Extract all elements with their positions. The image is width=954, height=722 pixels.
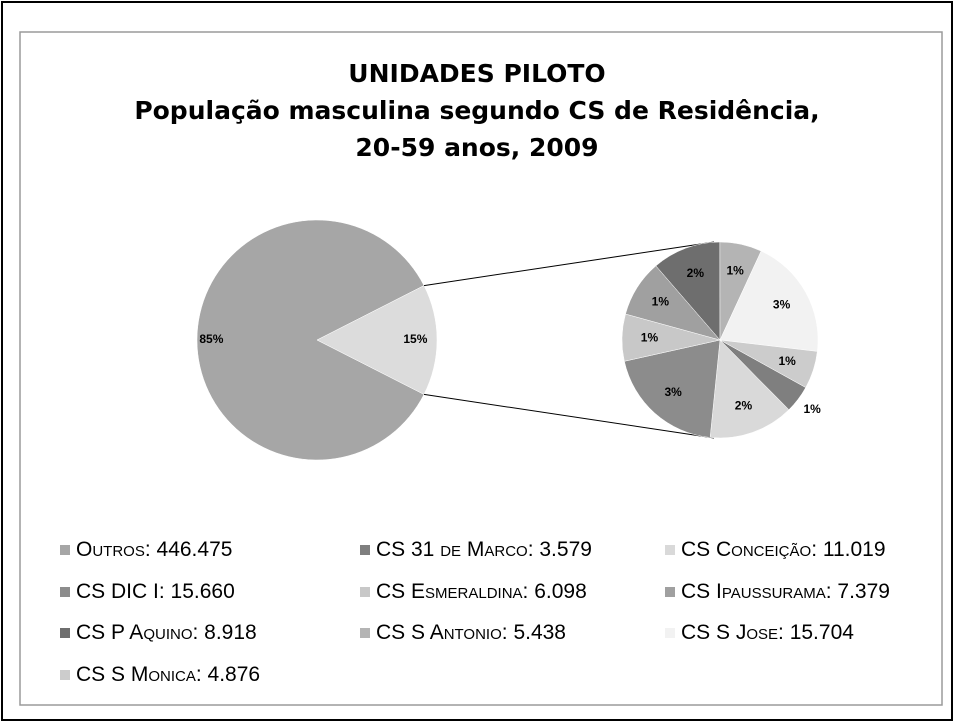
legend-name: CS Ipaussurama (681, 580, 826, 603)
pie-slice (709, 339, 790, 439)
connector-line (423, 393, 715, 439)
legend-swatch (665, 628, 675, 638)
legend-swatch (665, 545, 675, 555)
legend-swatch (360, 545, 370, 555)
legend-separator: : (196, 663, 208, 686)
pie-slice (719, 339, 818, 388)
legend-value: 4.876 (208, 663, 261, 686)
legend-name: CS DIC I (76, 580, 159, 603)
data-label: 3% (773, 298, 791, 312)
chart-title: UNIDADES PILOTO (348, 59, 605, 88)
legend-name: CS S Antonio (376, 621, 502, 644)
data-label: 1% (778, 354, 796, 368)
data-label: 3% (664, 385, 682, 399)
legend-swatch (360, 628, 370, 638)
chart-title: 20-59 anos, 2009 (355, 133, 598, 162)
pie-slice (655, 241, 721, 341)
legend-value: 7.379 (837, 580, 890, 603)
legend-separator: : (192, 621, 204, 644)
legend-separator: : (778, 621, 790, 644)
legend-swatch (360, 587, 370, 597)
legend-value: 3.579 (539, 538, 592, 561)
legend-name: CS Conceição (681, 538, 811, 561)
legend-label: CS DIC I: 15.660 (76, 580, 235, 603)
legend-value: 15.660 (171, 580, 235, 603)
legend-label: CS S Jose: 15.704 (681, 621, 854, 644)
legend-swatch (60, 670, 70, 680)
legend-name: CS S Monica (76, 663, 196, 686)
legend-separator: : (502, 621, 514, 644)
pie-slice (196, 219, 425, 461)
legend-swatch (60, 545, 70, 555)
legend-separator: : (811, 538, 823, 561)
legend-name: CS S Jose (681, 621, 778, 644)
legend-label: CS S Monica: 4.876 (76, 663, 260, 686)
legend-name: CS P Aquino (76, 621, 192, 644)
legend-value: 8.918 (204, 621, 257, 644)
legend-label: CS Esmeraldina: 6.098 (376, 580, 587, 603)
legend-swatch (665, 587, 675, 597)
legend-name: Outros (76, 538, 145, 561)
connector-line (423, 241, 715, 287)
legend-value: 6.098 (534, 580, 587, 603)
legend-value: 5.438 (513, 621, 566, 644)
legend-swatch (60, 587, 70, 597)
data-label: 1% (641, 330, 659, 344)
legend-separator: : (826, 580, 838, 603)
legend-swatch (60, 628, 70, 638)
legend-separator: : (523, 580, 535, 603)
legend-name: CS Esmeraldina (376, 580, 523, 603)
pie-slice (624, 339, 721, 438)
legend-value: 446.475 (157, 538, 233, 561)
chart-title: População masculina segundo CS de Residê… (134, 96, 819, 125)
legend-label: CS P Aquino: 8.918 (76, 621, 257, 644)
data-label: 1% (803, 402, 821, 416)
data-label: 1% (726, 263, 744, 277)
legend-name: CS 31 de Marco (376, 538, 528, 561)
legend-separator: : (145, 538, 157, 561)
legend-label: CS Ipaussurama: 7.379 (681, 580, 890, 603)
legend-label: Outros: 446.475 (76, 538, 232, 561)
data-label: 2% (735, 399, 753, 413)
legend-value: 15.704 (790, 621, 855, 644)
legend-value: 11.019 (823, 538, 886, 561)
legend-label: CS Conceição: 11.019 (681, 538, 886, 561)
data-label: 85% (199, 332, 223, 346)
legend-label: CS S Antonio: 5.438 (376, 621, 566, 644)
legend-label: CS 31 de Marco: 3.579 (376, 538, 592, 561)
data-label: 1% (652, 295, 670, 309)
data-label: 15% (403, 332, 427, 346)
pie-slice (719, 250, 819, 352)
legend-separator: : (528, 538, 540, 561)
pie-slice (316, 285, 438, 395)
data-label: 2% (687, 266, 705, 280)
legend-separator: : (159, 580, 171, 603)
